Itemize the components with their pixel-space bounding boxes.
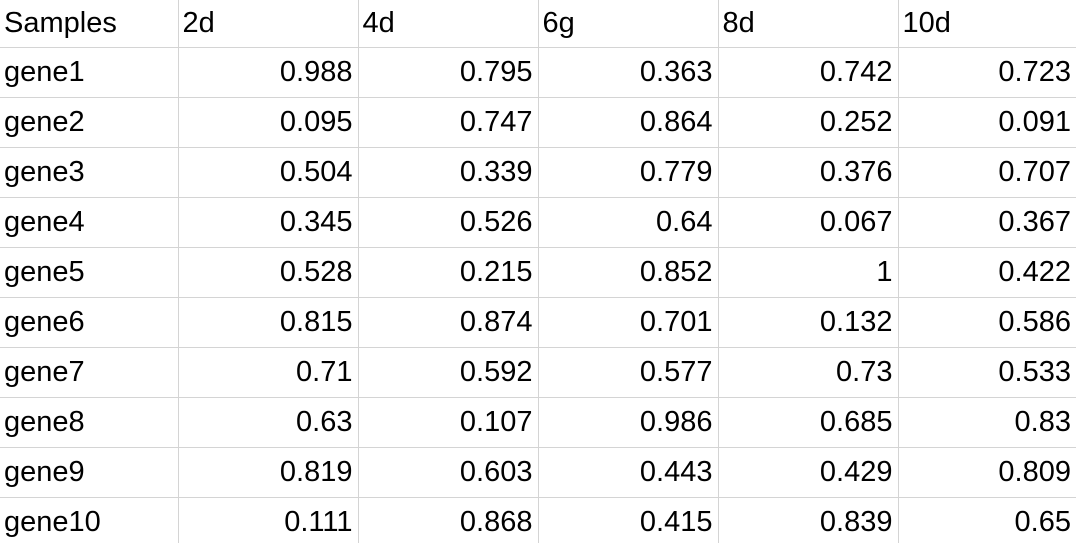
- value-cell[interactable]: 0.723: [898, 47, 1076, 98]
- value-cell[interactable]: 0.095: [178, 97, 359, 148]
- table-row: gene10 0.111 0.868 0.415 0.839 0.65: [0, 497, 1076, 543]
- header-row: Samples 2d 4d 6g 8d 10d: [0, 0, 1076, 48]
- value-cell[interactable]: 0.742: [718, 47, 899, 98]
- value-cell[interactable]: 0.815: [178, 297, 359, 348]
- value-cell[interactable]: 0.528: [178, 247, 359, 298]
- table-row: gene5 0.528 0.215 0.852 1 0.422: [0, 247, 1076, 298]
- row-label-cell[interactable]: gene7: [0, 347, 179, 398]
- row-label-cell[interactable]: gene4: [0, 197, 179, 248]
- header-cell-4d[interactable]: 4d: [358, 0, 539, 48]
- value-cell[interactable]: 0.868: [358, 497, 539, 543]
- row-label-cell[interactable]: gene5: [0, 247, 179, 298]
- value-cell[interactable]: 0.701: [538, 297, 719, 348]
- value-cell[interactable]: 0.577: [538, 347, 719, 398]
- table-row: gene4 0.345 0.526 0.64 0.067 0.367: [0, 197, 1076, 248]
- row-label-cell[interactable]: gene3: [0, 147, 179, 198]
- value-cell[interactable]: 0.504: [178, 147, 359, 198]
- value-cell[interactable]: 0.526: [358, 197, 539, 248]
- value-cell[interactable]: 0.65: [898, 497, 1076, 543]
- value-cell[interactable]: 0.795: [358, 47, 539, 98]
- value-cell[interactable]: 0.091: [898, 97, 1076, 148]
- value-cell[interactable]: 0.852: [538, 247, 719, 298]
- value-cell[interactable]: 0.367: [898, 197, 1076, 248]
- value-cell[interactable]: 0.63: [178, 397, 359, 448]
- value-cell[interactable]: 0.779: [538, 147, 719, 198]
- header-cell-samples[interactable]: Samples: [0, 0, 179, 48]
- value-cell[interactable]: 0.429: [718, 447, 899, 498]
- value-cell[interactable]: 0.215: [358, 247, 539, 298]
- value-cell[interactable]: 0.71: [178, 347, 359, 398]
- value-cell[interactable]: 1: [718, 247, 899, 298]
- value-cell[interactable]: 0.988: [178, 47, 359, 98]
- value-cell[interactable]: 0.707: [898, 147, 1076, 198]
- table-row: gene2 0.095 0.747 0.864 0.252 0.091: [0, 97, 1076, 148]
- value-cell[interactable]: 0.83: [898, 397, 1076, 448]
- value-cell[interactable]: 0.685: [718, 397, 899, 448]
- value-cell[interactable]: 0.111: [178, 497, 359, 543]
- header-cell-8d[interactable]: 8d: [718, 0, 899, 48]
- value-cell[interactable]: 0.376: [718, 147, 899, 198]
- value-cell[interactable]: 0.809: [898, 447, 1076, 498]
- table-row: gene3 0.504 0.339 0.779 0.376 0.707: [0, 147, 1076, 198]
- value-cell[interactable]: 0.603: [358, 447, 539, 498]
- value-cell[interactable]: 0.252: [718, 97, 899, 148]
- value-cell[interactable]: 0.747: [358, 97, 539, 148]
- header-cell-6g[interactable]: 6g: [538, 0, 719, 48]
- table-row: gene6 0.815 0.874 0.701 0.132 0.586: [0, 297, 1076, 348]
- value-cell[interactable]: 0.819: [178, 447, 359, 498]
- value-cell[interactable]: 0.107: [358, 397, 539, 448]
- header-cell-10d[interactable]: 10d: [898, 0, 1076, 48]
- value-cell[interactable]: 0.067: [718, 197, 899, 248]
- value-cell[interactable]: 0.422: [898, 247, 1076, 298]
- value-cell[interactable]: 0.533: [898, 347, 1076, 398]
- table-row: gene1 0.988 0.795 0.363 0.742 0.723: [0, 47, 1076, 98]
- value-cell[interactable]: 0.73: [718, 347, 899, 398]
- value-cell[interactable]: 0.864: [538, 97, 719, 148]
- table-row: gene7 0.71 0.592 0.577 0.73 0.533: [0, 347, 1076, 398]
- row-label-cell[interactable]: gene10: [0, 497, 179, 543]
- row-label-cell[interactable]: gene6: [0, 297, 179, 348]
- value-cell[interactable]: 0.443: [538, 447, 719, 498]
- table-row: gene8 0.63 0.107 0.986 0.685 0.83: [0, 397, 1076, 448]
- row-label-cell[interactable]: gene9: [0, 447, 179, 498]
- row-label-cell[interactable]: gene8: [0, 397, 179, 448]
- value-cell[interactable]: 0.339: [358, 147, 539, 198]
- value-cell[interactable]: 0.592: [358, 347, 539, 398]
- value-cell[interactable]: 0.986: [538, 397, 719, 448]
- value-cell[interactable]: 0.64: [538, 197, 719, 248]
- value-cell[interactable]: 0.132: [718, 297, 899, 348]
- value-cell[interactable]: 0.363: [538, 47, 719, 98]
- value-cell[interactable]: 0.415: [538, 497, 719, 543]
- header-cell-2d[interactable]: 2d: [178, 0, 359, 48]
- value-cell[interactable]: 0.586: [898, 297, 1076, 348]
- value-cell[interactable]: 0.874: [358, 297, 539, 348]
- row-label-cell[interactable]: gene2: [0, 97, 179, 148]
- value-cell[interactable]: 0.345: [178, 197, 359, 248]
- table-row: gene9 0.819 0.603 0.443 0.429 0.809: [0, 447, 1076, 498]
- value-cell[interactable]: 0.839: [718, 497, 899, 543]
- row-label-cell[interactable]: gene1: [0, 47, 179, 98]
